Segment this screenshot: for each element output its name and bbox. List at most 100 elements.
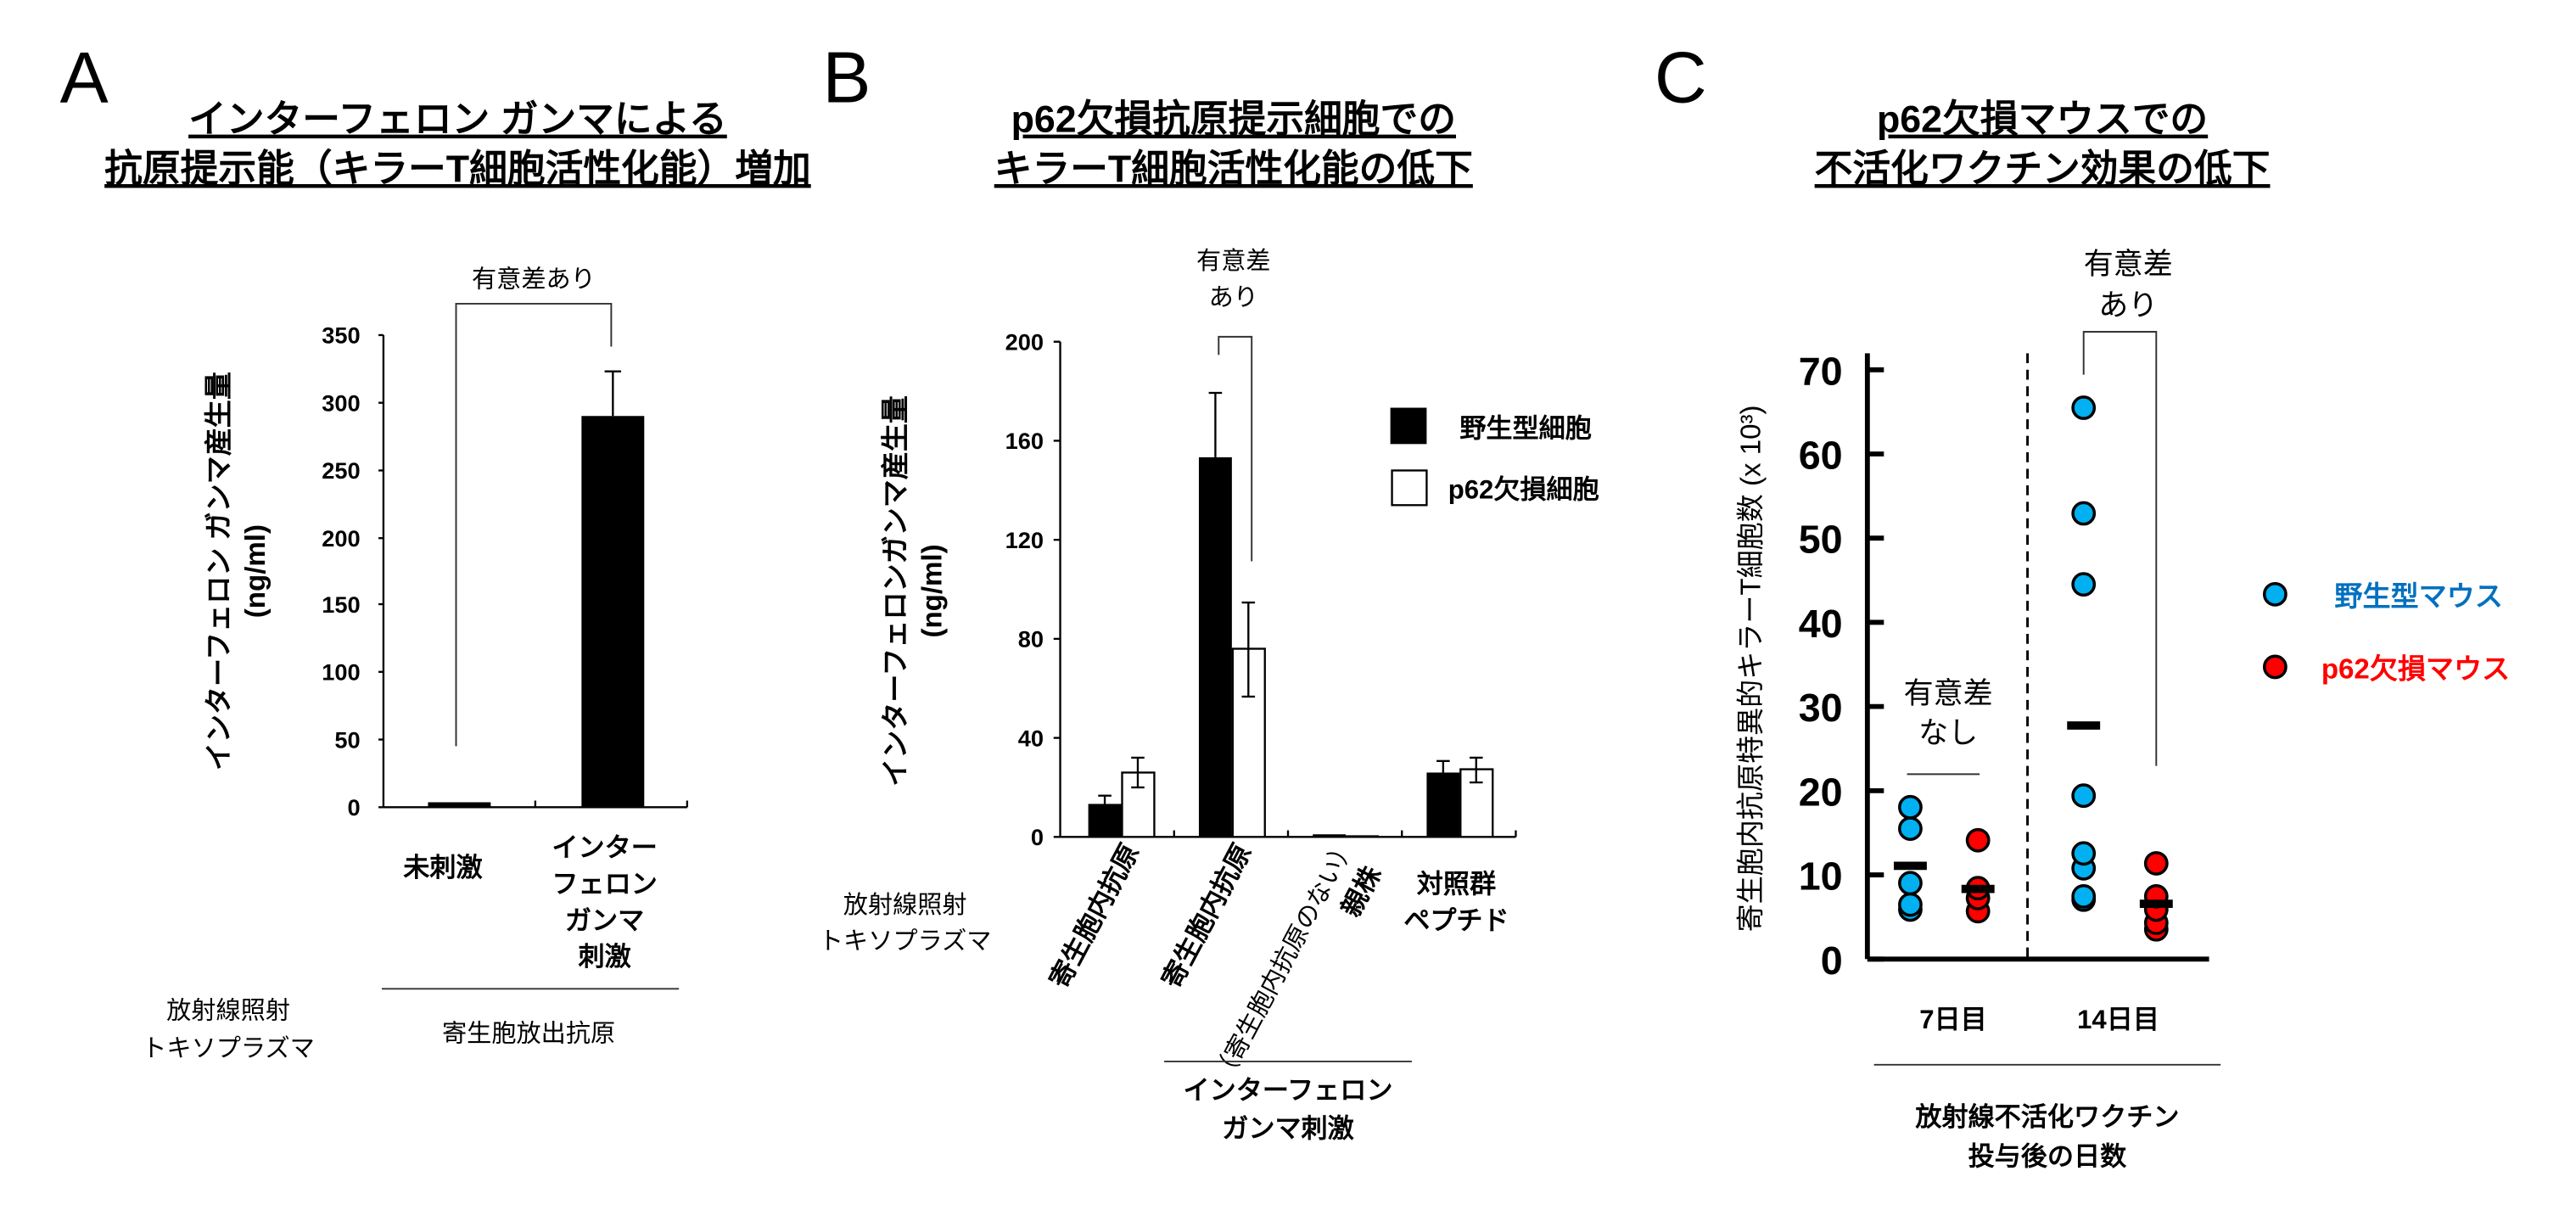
svg-text:300: 300 (322, 389, 360, 416)
panel-b-group-4 (1426, 756, 1494, 838)
panel-b-row-label-line1: 放射線照射 (843, 891, 967, 919)
panel-b-significance-line2: あり (1209, 284, 1258, 311)
panel-b-category-4-line2: ペプチド (1403, 905, 1509, 935)
panel-b-group-label-line1: インターフェロン (1183, 1076, 1392, 1106)
panel-a-title-line1: インターフェロン ガンマによる (188, 98, 727, 141)
panel-c-xlabel-line1: 放射線不活化ワクチン (1914, 1102, 2179, 1132)
svg-text:120: 120 (1005, 527, 1044, 553)
panel-c-day14-significance-line1: 有意差 (2084, 248, 2173, 281)
svg-text:60: 60 (1799, 434, 1843, 478)
legend-dot-wild-type-mouse (2262, 581, 2288, 607)
panel-c-day14-p62-mean (2139, 899, 2173, 908)
svg-text:40: 40 (1799, 602, 1843, 646)
panel-c-xlabel-line2: 投与後の日数 (1968, 1141, 2128, 1171)
panel-b-y-axis-label: インターフェロンガンマ産生量 (ng/ml) (881, 395, 949, 787)
svg-text:30: 30 (1799, 686, 1843, 730)
svg-text:インター: インター (552, 833, 657, 863)
panel-c-day7-wild-type-mean (1893, 861, 1927, 871)
panel-c-title-line1: p62欠損マウスでの (1877, 98, 2208, 141)
panel-a: A インターフェロン ガンマによる 抗原提示能（キラーT細胞活性化能）増加 イン… (60, 38, 811, 1062)
panel-b-row-label-line2: トキソプラズマ (819, 927, 992, 955)
svg-text:70: 70 (1799, 349, 1843, 393)
panel-b-title-line2: キラーT細胞活性化能の低下 (994, 148, 1473, 190)
svg-text:160: 160 (1005, 428, 1044, 454)
panel-b-legend: 野生型細胞 p62欠損細胞 (1390, 407, 1599, 507)
svg-text:250: 250 (322, 457, 360, 484)
svg-text:インターフェロン ガンマ産生量: インターフェロン ガンマ産生量 (204, 372, 235, 770)
panel-letter-c: C (1655, 38, 1707, 119)
panel-c-legend: 野生型マウス p62欠損マウス (2262, 581, 2510, 686)
svg-text:(ng/ml): (ng/ml) (240, 524, 272, 618)
svg-text:350: 350 (322, 322, 360, 349)
legend-swatch-p62 (1391, 469, 1428, 507)
legend-swatch-wild-type (1390, 407, 1427, 445)
svg-text:0: 0 (1821, 938, 1843, 983)
panel-b-significance-bracket (1218, 335, 1253, 562)
svg-text:フェロン: フェロン (552, 869, 657, 899)
panel-a-row-label-line1: 放射線照射 (166, 996, 290, 1024)
panel-b-y-ticks: 0 40 80 120 160 200 (1005, 328, 1061, 850)
svg-text:50: 50 (1799, 518, 1843, 562)
legend-label-p62-mouse: p62欠損マウス (2321, 653, 2510, 686)
panel-a-bar-untreated (428, 802, 491, 808)
svg-text:100: 100 (322, 659, 360, 686)
panel-b-category-4-line1: 対照群 (1417, 869, 1496, 899)
panel-c-day7-significance-line1: 有意差 (1904, 677, 1993, 710)
panel-b: B p62欠損抗原提示細胞での キラーT細胞活性化能の低下 インターフェロンガン… (819, 38, 1599, 1144)
panel-c: C p62欠損マウスでの 不活化ワクチン効果の低下 寄生胞内抗原特異的キラーT細… (1655, 38, 2510, 1172)
legend-label-p62: p62欠損細胞 (1448, 475, 1599, 505)
svg-text:0: 0 (348, 794, 361, 821)
panel-b-significance-line1: 有意差 (1196, 247, 1271, 275)
panel-b-group-3 (1313, 834, 1379, 837)
panel-c-day14-significance-bracket (2082, 331, 2158, 766)
panel-a-row-label-line2: トキソプラズマ (142, 1034, 315, 1062)
panel-c-day14-wild-type-mean (2067, 721, 2101, 730)
svg-text:10: 10 (1799, 854, 1843, 899)
panel-a-y-axis-label: インターフェロン ガンマ産生量 (ng/ml) (204, 372, 272, 770)
panel-c-day7-significance-line2: なし (1918, 716, 1978, 749)
panel-c-title-line2: 不活化ワクチン効果の低下 (1815, 148, 2271, 190)
panel-b-group-2 (1198, 391, 1266, 838)
panel-c-day14-p62-dots (2143, 851, 2169, 942)
svg-text:20: 20 (1799, 770, 1843, 814)
panel-c-day14-wild-type-dots (2071, 395, 2097, 912)
panel-a-group-label: 寄生胞放出抗原 (442, 1020, 615, 1048)
panel-a-significance-bracket (455, 302, 613, 747)
svg-text:80: 80 (1018, 626, 1044, 653)
panel-b-group-label-line2: ガンマ刺激 (1222, 1113, 1354, 1143)
svg-text:200: 200 (1005, 328, 1044, 355)
panel-b-group-1 (1088, 756, 1156, 838)
panel-c-day7-p62-dots (1965, 827, 1991, 924)
svg-text:200: 200 (322, 525, 360, 552)
panel-a-bar-ifn (581, 416, 645, 808)
svg-text:(ng/ml): (ng/ml) (916, 544, 948, 637)
svg-text:刺激: 刺激 (578, 942, 630, 972)
panel-c-y-ticks: 0 10 20 30 40 50 60 70 (1799, 349, 1884, 983)
panel-a-significance-label: 有意差あり (472, 266, 596, 294)
panel-b-category-1: 寄生胞内抗原 (1044, 839, 1145, 993)
panel-c-day7-wild-type-dots (1898, 794, 1923, 922)
legend-dot-p62-mouse (2262, 654, 2288, 680)
panel-a-category-untreated: 未刺激 (403, 853, 482, 882)
panel-b-category-2: 寄生胞内抗原 (1156, 839, 1257, 993)
panel-c-day14-significance-line2: あり (2098, 289, 2158, 322)
panel-c-xtick-day14: 14日目 (2077, 1005, 2159, 1034)
svg-text:40: 40 (1018, 725, 1044, 751)
panel-c-day7-p62-mean (1961, 884, 1995, 893)
svg-text:0: 0 (1031, 824, 1044, 850)
panel-a-y-ticks: 0 50 100 150 200 250 300 350 (322, 322, 384, 821)
panel-a-category-ifn: インター フェロン ガンマ 刺激 (552, 833, 657, 972)
svg-text:50: 50 (334, 726, 360, 753)
svg-text:150: 150 (322, 591, 360, 618)
legend-label-wild-type: 野生型細胞 (1459, 414, 1592, 444)
panel-c-y-axis-label: 寄生胞内抗原特異的キラーT細胞数 (x 10³) (1735, 405, 1767, 932)
svg-text:インターフェロンガンマ産生量: インターフェロンガンマ産生量 (881, 395, 912, 787)
legend-label-wild-type-mouse: 野生型マウス (2334, 581, 2502, 613)
panel-b-title-line1: p62欠損抗原提示細胞での (1011, 98, 1456, 141)
panel-a-title-line2: 抗原提示能（キラーT細胞活性化能）増加 (104, 148, 811, 190)
panel-letter-a: A (60, 38, 109, 119)
svg-text:ガンマ: ガンマ (565, 905, 644, 935)
panel-letter-b: B (822, 38, 871, 119)
panel-c-xtick-day7: 7日目 (1919, 1005, 1987, 1034)
